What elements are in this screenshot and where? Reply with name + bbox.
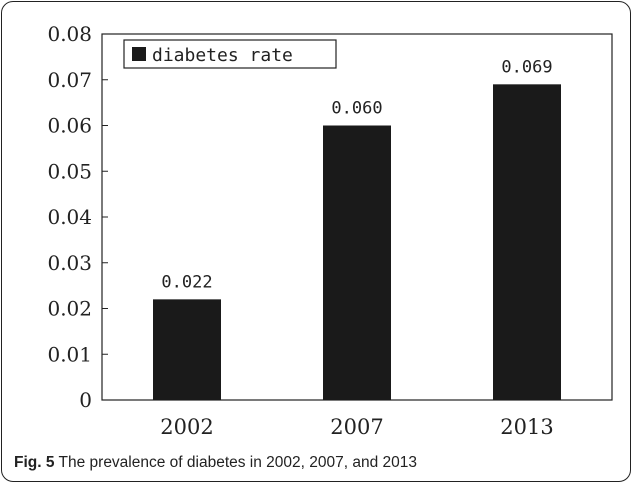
y-tick-label: 0.05	[47, 159, 92, 183]
y-tick-label: 0.04	[47, 205, 92, 229]
x-tick-label: 2007	[330, 415, 383, 439]
y-tick-label: 0.01	[47, 342, 92, 366]
legend-box	[123, 39, 337, 69]
bar	[493, 84, 561, 400]
x-tick-label: 2013	[500, 415, 553, 439]
legend-swatch	[132, 47, 146, 61]
y-tick-label: 0.03	[47, 251, 92, 275]
y-tick-label: 0	[79, 388, 92, 412]
x-tick-label: 2002	[160, 415, 213, 439]
y-tick-label: 0.08	[47, 22, 92, 46]
bar-value-label: 0.022	[161, 272, 212, 292]
y-tick-label: 0.06	[47, 114, 92, 138]
bar-value-label: 0.069	[501, 57, 552, 77]
figure-label: Fig. 5	[14, 454, 55, 471]
bar-value-label: 0.060	[331, 99, 382, 119]
legend-label: diabetes rate	[152, 45, 293, 66]
bar	[323, 125, 391, 400]
caption-text: The prevalence of diabetes in 2002, 2007…	[58, 454, 418, 471]
y-tick-label: 0.07	[47, 68, 92, 92]
y-tick-label: 0.02	[47, 297, 92, 321]
figure-caption: Fig. 5 The prevalence of diabetes in 200…	[14, 454, 417, 472]
bar-chart: 0 0.01 0.02 0.03 0.04 0.05 0.06 0.07 0.08 0.022 20…	[47, 22, 613, 439]
bar	[153, 299, 221, 400]
plot-area: 0 0.01 0.02 0.03 0.04 0.05 0.06 0.07 0.08 0.022 20…	[47, 22, 613, 439]
